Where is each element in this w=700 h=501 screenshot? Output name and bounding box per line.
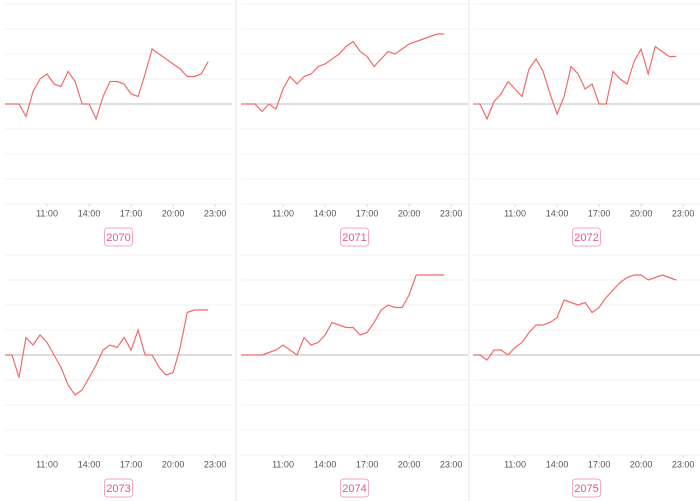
x-tick-label: 11:00	[504, 208, 526, 218]
data-line	[5, 309, 209, 396]
data-line	[5, 48, 209, 121]
x-tick-label: 23:00	[672, 459, 695, 469]
x-tick-label: 14:00	[78, 208, 101, 218]
x-tick-label: 14:00	[314, 208, 337, 218]
x-tick-label: 23:00	[672, 208, 695, 218]
label-box	[340, 478, 369, 498]
x-tick-label: 11:00	[272, 208, 294, 218]
x-tick-label: 20:00	[398, 459, 421, 469]
x-tick-label: 23:00	[204, 459, 227, 469]
chart-label: 2071	[342, 232, 366, 244]
data-line	[241, 274, 445, 356]
x-tick-label: 20:00	[162, 459, 185, 469]
x-tick-label: 23:00	[440, 459, 463, 469]
x-tick-label: 11:00	[272, 459, 294, 469]
x-tick-label: 20:00	[398, 208, 421, 218]
label-box	[104, 478, 133, 498]
x-tick-label: 23:00	[440, 208, 463, 218]
x-tick-label: 14:00	[546, 208, 569, 218]
x-tick-label: 17:00	[588, 459, 611, 469]
x-tick-label: 17:00	[120, 208, 143, 218]
x-tick-label: 17:00	[356, 459, 379, 469]
x-tick-label: 11:00	[504, 459, 526, 469]
label-box	[340, 227, 369, 247]
chart-panel: 11:00 14:00 17:00 20:00 23:00 2072	[473, 3, 700, 247]
chart-panel: 11:00 14:00 17:00 20:00 23:00 2071	[241, 3, 468, 247]
x-tick-label: 17:00	[356, 208, 379, 218]
data-line	[473, 45, 677, 121]
x-tick-label: 11:00	[36, 208, 58, 218]
chart-label: 2072	[574, 232, 598, 244]
x-tick-label: 20:00	[162, 208, 185, 218]
x-tick-label: 14:00	[78, 459, 101, 469]
chart-panel: 11:00 14:00 17:00 20:00 23:00 2074	[241, 254, 468, 498]
chart-label: 2075	[574, 483, 598, 495]
x-tick-label: 17:00	[588, 208, 611, 218]
data-line	[241, 33, 445, 113]
x-tick-label: 20:00	[630, 459, 653, 469]
chart-label: 2074	[342, 483, 366, 495]
label-box	[104, 227, 133, 247]
chart-panel: 11:00 14:00 17:00 20:00 23:00 2073	[5, 254, 232, 498]
x-tick-label: 14:00	[314, 459, 337, 469]
chart-panel: 11:00 14:00 17:00 20:00 23:00 2070	[5, 3, 232, 247]
chart-panel: 11:00 14:00 17:00 20:00 23:00 2075	[473, 254, 700, 498]
chart-label: 2070	[106, 232, 130, 244]
x-tick-label: 23:00	[204, 208, 227, 218]
x-tick-label: 14:00	[546, 459, 569, 469]
chart-label: 2073	[106, 483, 130, 495]
x-tick-label: 20:00	[630, 208, 653, 218]
label-box	[572, 478, 601, 498]
x-tick-label: 17:00	[120, 459, 143, 469]
label-box	[572, 227, 601, 247]
data-line	[473, 274, 677, 361]
x-tick-label: 11:00	[36, 459, 58, 469]
